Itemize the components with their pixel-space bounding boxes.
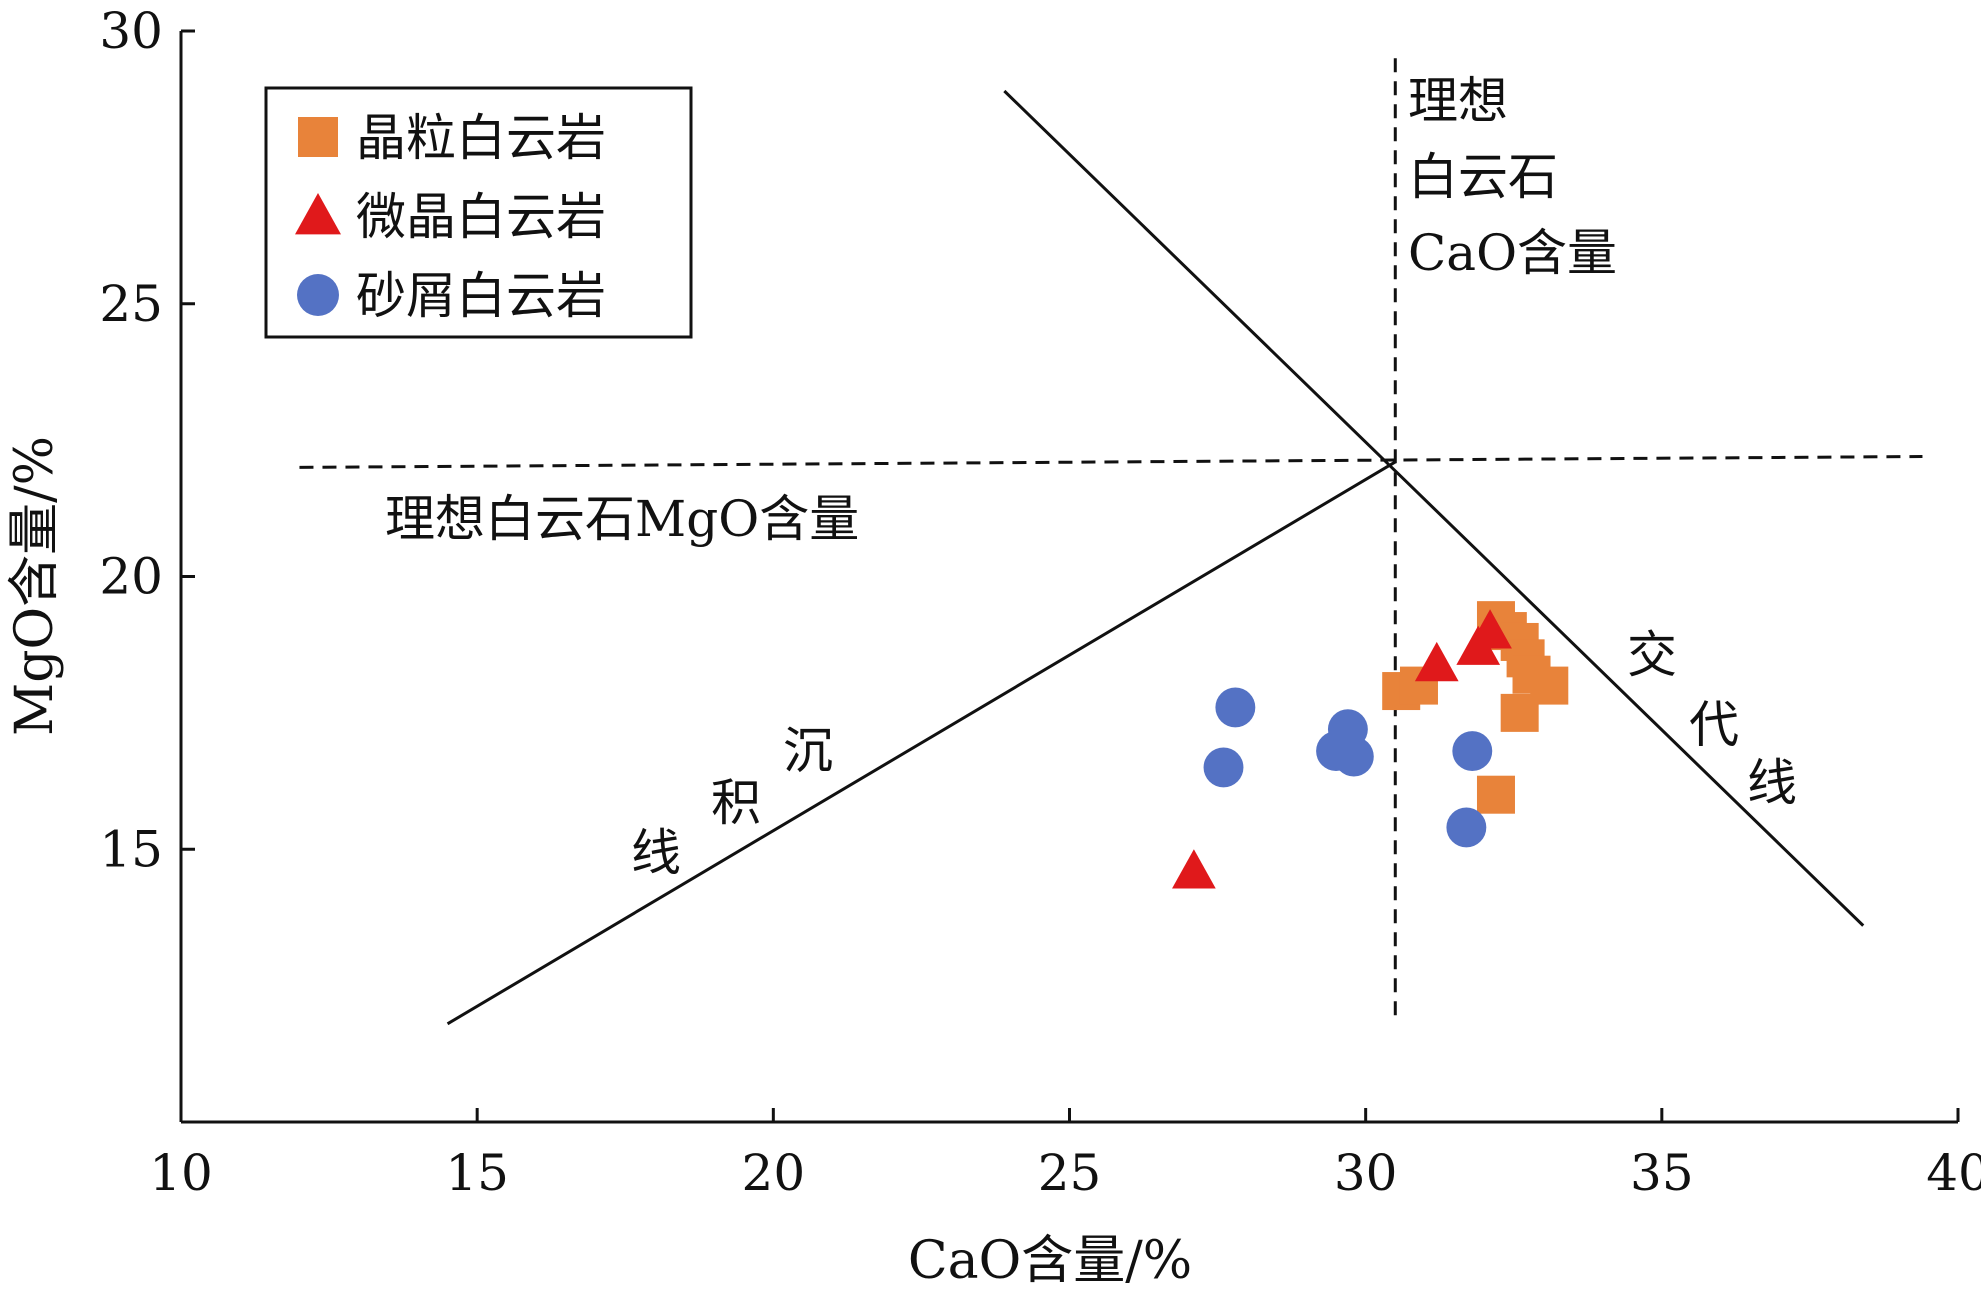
sedimentation-line (446, 460, 1397, 1026)
circle-marker (1446, 807, 1487, 848)
triangle-marker (1414, 641, 1459, 682)
circle-marker (1452, 731, 1493, 772)
square-marker (1500, 693, 1539, 732)
x-tick-label: 25 (1038, 1144, 1102, 1202)
ideal-cao-label: 理想 (1408, 72, 1508, 130)
y-tick-label: 15 (99, 820, 163, 878)
legend-triangle-marker (295, 193, 341, 235)
replacement-line-label: 代 (1689, 696, 1739, 754)
y-axis-title: MgO含量/% (5, 436, 65, 736)
reference-lines (299, 58, 1923, 1026)
square-marker (1476, 775, 1515, 814)
legend-circle-marker (297, 274, 339, 316)
x-tick-label: 15 (445, 1144, 509, 1202)
legend-label: 微晶白云岩 (356, 188, 606, 246)
legend-label: 砂屑白云岩 (356, 267, 606, 325)
circle-marker (1333, 736, 1374, 777)
x-tick-label: 35 (1630, 1144, 1694, 1202)
x-axis-title: CaO含量/% (908, 1231, 1192, 1291)
triangle-marker (1468, 609, 1512, 649)
data-points (1172, 601, 1569, 889)
circle-marker (1203, 747, 1244, 788)
y-tick-label: 30 (99, 2, 163, 60)
replacement-line (1003, 89, 1865, 927)
x-tick-label: 30 (1334, 1144, 1398, 1202)
ideal-cao-label: 白云石 (1408, 148, 1558, 206)
x-ticks: 10 15 20 25 30 35 40 (149, 1108, 1981, 1202)
y-tick-label: 20 (99, 548, 163, 606)
x-tick-label: 20 (742, 1144, 806, 1202)
replacement-line-label: 交 (1627, 626, 1677, 684)
legend-label: 晶粒白云岩 (356, 109, 606, 167)
legend-square-marker (298, 117, 338, 157)
triangle-marker (1172, 849, 1216, 889)
sedimentation-line-label: 沉 (783, 722, 833, 780)
circle-marker (1215, 687, 1256, 728)
x-tick-label: 10 (149, 1144, 213, 1202)
replacement-line-label: 线 (1747, 754, 1797, 812)
sedimentation-line-label: 线 (631, 824, 681, 882)
sedimentation-line-label: 积 (711, 774, 761, 832)
ideal-cao-label: CaO含量 (1408, 224, 1617, 282)
ideal-mgo-label: 理想白云石MgO含量 (385, 490, 859, 548)
ideal-mgo-line (299, 454, 1923, 469)
y-tick-label: 25 (99, 275, 163, 333)
y-ticks: 15 20 25 30 (99, 2, 195, 878)
x-tick-label: 40 (1926, 1144, 1981, 1202)
